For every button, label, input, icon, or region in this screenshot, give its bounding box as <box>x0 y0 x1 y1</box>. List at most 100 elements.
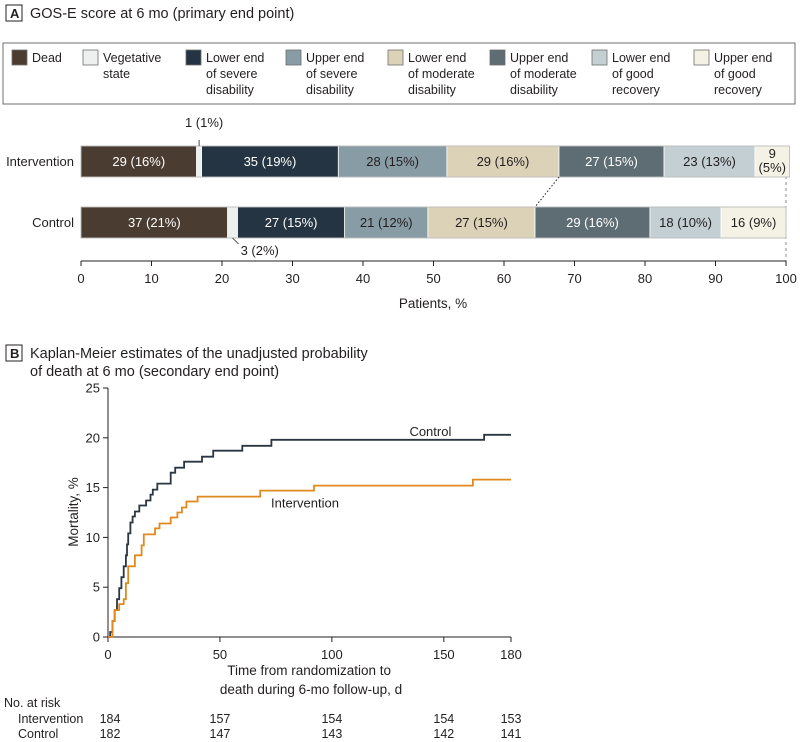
x-tick-label: 0 <box>77 271 84 286</box>
legend-label: of good <box>714 67 756 81</box>
legend-label: of moderate <box>408 67 475 81</box>
bar-segment <box>80 145 198 178</box>
risk-value: 147 <box>210 727 231 741</box>
bar-value-label: 29 (16%) <box>112 154 165 169</box>
legend-label: Upper end <box>306 51 364 65</box>
bar-segment <box>534 206 651 239</box>
x-tick-label: 100 <box>321 647 343 662</box>
risk-value: 141 <box>501 727 522 741</box>
risk-value: 184 <box>100 712 121 726</box>
legend-swatch <box>489 49 506 66</box>
bar-value-label: 35 (19%) <box>244 154 297 169</box>
bar-outline <box>80 206 787 239</box>
legend-label: Lower end <box>206 51 264 65</box>
risk-value: 143 <box>321 727 342 741</box>
bar-segment <box>237 206 346 239</box>
legend-label: Lower end <box>408 51 466 65</box>
panel-b-badge <box>5 344 23 362</box>
panel-a-badge <box>5 4 23 22</box>
bar-value-label: 29 (16%) <box>477 154 530 169</box>
bar-value-label: 23 (13%) <box>683 154 736 169</box>
panel-b-title-line-1: Kaplan-Meier estimates of the unadjusted… <box>30 346 368 362</box>
risk-value: 182 <box>100 727 121 741</box>
panel-b-title-line-2: of death at 6 mo (secondary end point) <box>30 364 279 380</box>
risk-table: Intervention 184 157 154 154 153 Control 182 147… <box>18 712 521 741</box>
legend-label: Dead <box>32 51 62 65</box>
leader-line <box>232 237 239 245</box>
bar-value-label: 9 <box>769 146 776 161</box>
panel-b-letter: B <box>10 346 19 361</box>
legend: Dead Vegetative state Lower end of severe dis… <box>11 49 772 97</box>
x-tick-label: 30 <box>285 271 299 286</box>
bar-value-label: 28 (15%) <box>366 154 419 169</box>
km-curve-intervention <box>108 478 511 638</box>
legend-label: disability <box>206 83 255 97</box>
legend-label: of severe <box>306 67 357 81</box>
panel-b-title: Kaplan-Meier estimates of the unadjusted… <box>30 346 372 380</box>
x-tick-label: 50 <box>426 271 440 286</box>
x-tick-label: 80 <box>638 271 652 286</box>
x-tick-label: 50 <box>213 647 227 662</box>
x-tick-label: 70 <box>567 271 581 286</box>
x-tick-label: 150 <box>433 647 455 662</box>
x-tick-label: 40 <box>356 271 370 286</box>
x-tick-label: 0 <box>104 647 111 662</box>
x-tick-label: 100 <box>775 271 797 286</box>
bar-segment <box>337 145 448 178</box>
legend-swatch <box>285 49 302 66</box>
legend-label: recovery <box>612 83 661 97</box>
legend-label: Lower end <box>612 51 670 65</box>
bar-segment <box>196 145 202 178</box>
bar-segment <box>227 206 238 239</box>
legend-swatch <box>185 49 202 66</box>
panel-b-y-axis-label: Mortality, % <box>66 477 81 547</box>
x-tick-label: 180 <box>500 647 522 662</box>
risk-table-title: No. at risk <box>4 696 61 710</box>
risk-row-label: Intervention <box>18 712 83 726</box>
panel-b-x-axis-label-line-1: Time from randomization to <box>227 663 391 678</box>
risk-value: 142 <box>433 727 454 741</box>
bar-value-label: 27 (15%) <box>585 154 638 169</box>
legend-swatch <box>82 49 99 66</box>
bar-category-label: Control <box>32 215 74 230</box>
panel-a-chart: Intervention 29 (16%) 1 (1%) 35 (19%) 28 (15… <box>6 115 797 286</box>
bar-category-label: Intervention <box>6 154 74 169</box>
connector-line <box>534 176 560 208</box>
bar-value-label: 16 (9%) <box>731 215 777 230</box>
x-tick-label: 60 <box>497 271 511 286</box>
legend-label: Upper end <box>510 51 568 65</box>
panel-a-title: GOS-E score at 6 mo (primary end point) <box>30 6 294 22</box>
series-label-intervention: Intervention <box>271 496 339 511</box>
bar-value-label: 1 (1%) <box>185 115 223 130</box>
legend-label: disability <box>510 83 559 97</box>
x-tick-label: 20 <box>215 271 229 286</box>
legend-box <box>2 42 796 105</box>
bar-value-label: 37 (21%) <box>128 215 181 230</box>
y-tick-label: 15 <box>86 480 100 495</box>
panel-a-x-axis-label: Patients, % <box>399 296 467 311</box>
bar-value-label: 27 (15%) <box>265 215 318 230</box>
legend-label: of moderate <box>510 67 577 81</box>
risk-row-label: Control <box>18 727 58 741</box>
panel-b-chart: 0 5 10 15 20 25 0 50 100 150 180 Control Interventio… <box>86 381 522 663</box>
legend-label: state <box>103 67 130 81</box>
bar-segment <box>427 206 536 239</box>
y-tick-label: 10 <box>86 530 100 545</box>
legend-swatch <box>387 49 404 66</box>
y-tick-label: 0 <box>93 630 100 645</box>
bar-outline <box>80 145 790 178</box>
panel-b-x-axis-label: Time from randomization to death during … <box>220 663 402 697</box>
y-tick-label: 25 <box>86 381 100 396</box>
legend-label: Upper end <box>714 51 772 65</box>
legend-swatch <box>591 49 608 66</box>
legend-label: Vegetative <box>103 51 161 65</box>
legend-label: disability <box>408 83 457 97</box>
bar-value-label: (5%) <box>759 160 786 175</box>
panel-b-x-axis-label-line-2: death during 6-mo follow-up, d <box>220 682 402 697</box>
series-label-control: Control <box>409 424 451 439</box>
legend-label: recovery <box>714 83 763 97</box>
legend-swatch <box>693 49 710 66</box>
x-tick-label: 10 <box>144 271 158 286</box>
y-tick-label: 5 <box>93 580 100 595</box>
